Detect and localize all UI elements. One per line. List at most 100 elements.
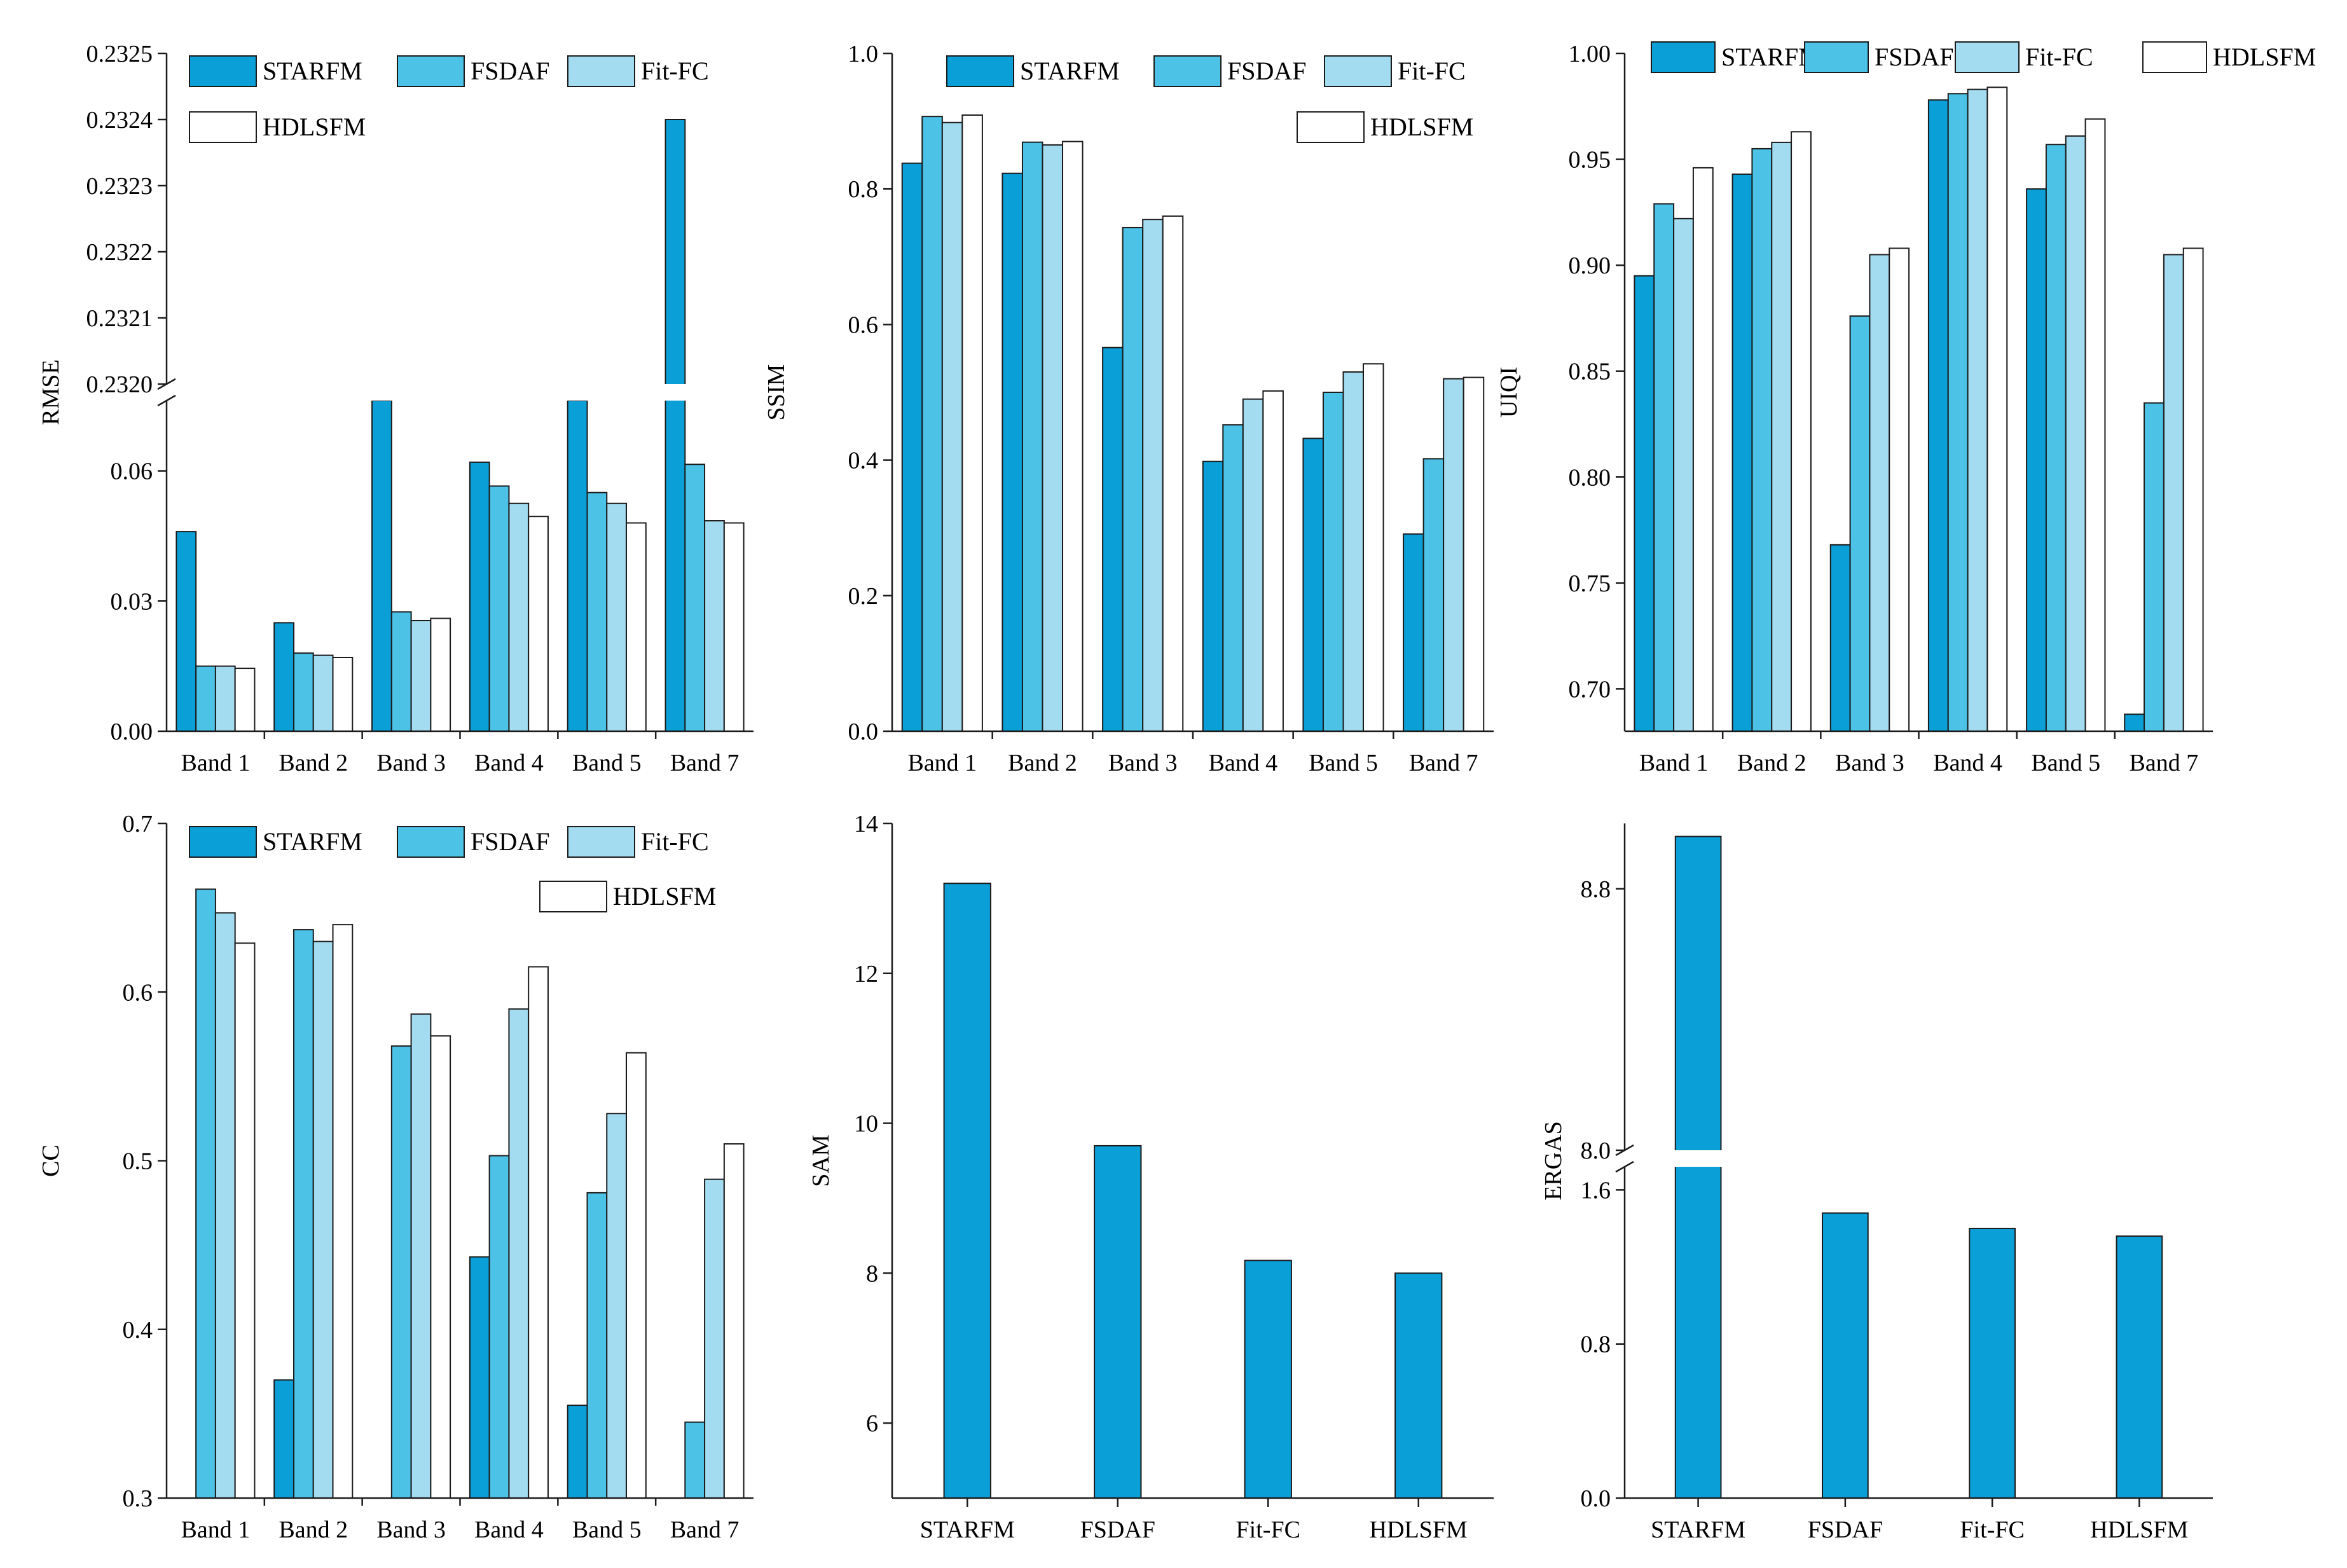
y-tick-label: 0.00 — [111, 719, 153, 745]
legend-swatch — [2142, 41, 2207, 73]
x-tick-label: Band 5 — [572, 750, 642, 776]
x-tick-label: Band 7 — [670, 750, 740, 776]
bar-hdlsfm — [332, 656, 354, 732]
bar-fsdaf — [195, 665, 216, 732]
x-tick-label: Band 4 — [1933, 750, 2002, 776]
bar-fsdaf — [293, 652, 314, 732]
y-tick-label: 0.6 — [848, 312, 879, 338]
legend-swatch — [1651, 41, 1716, 73]
y-tick-label: 6 — [866, 1410, 878, 1437]
bar-starfm — [2124, 713, 2145, 732]
y-tick-label: 0.8 — [848, 176, 879, 203]
bar-fsdaf — [293, 929, 314, 1499]
bar-fit-fc — [312, 654, 334, 732]
y-tick-label: 1.00 — [1569, 41, 1611, 67]
y-tick-label: 0.5 — [123, 1148, 153, 1175]
bar-fsdaf — [1653, 203, 1675, 732]
x-tick-label: Band 5 — [2031, 750, 2100, 776]
legend-label: FSDAF — [1227, 57, 1307, 85]
legend-swatch — [397, 55, 465, 87]
bar-fit-fc — [1771, 141, 1793, 732]
bar-fit-fc — [1244, 1260, 1292, 1499]
y-axis-title: SAM — [808, 1134, 834, 1186]
y-tick-label: 0.06 — [111, 458, 153, 485]
legend-label: HDLSFM — [613, 882, 716, 911]
bar-fsdaf — [684, 1421, 706, 1499]
legend-swatch — [1804, 41, 1869, 73]
bar-fsdaf — [1322, 392, 1344, 732]
legend-label: FSDAF — [1875, 43, 1954, 71]
y-tick-label: 0.0 — [1581, 1485, 1611, 1512]
panel-rmse: Band 1 Band 2 Band 3 Band 4 Band 5 Band 7 0.00… — [38, 41, 766, 776]
x-tick-label: Band 2 — [279, 750, 348, 776]
legend-label: STARFM — [263, 57, 362, 85]
x-tick-label: Band 2 — [279, 1516, 348, 1543]
y-axis-title: ERGAS — [1540, 1121, 1567, 1200]
bar-hdlsfm — [1889, 247, 1910, 732]
legend-swatch — [567, 55, 635, 87]
bar-fit-fc — [606, 502, 628, 732]
bar-fit-fc — [214, 665, 236, 732]
bar-hdlsfm — [1162, 215, 1184, 732]
legend-swatch — [567, 826, 635, 858]
bar-hdlsfm — [2182, 247, 2204, 732]
bar-fsdaf — [684, 464, 706, 732]
bar-starfm — [371, 400, 392, 732]
x-tick-label: Fit-FC — [1236, 1516, 1300, 1543]
x-tick-label: Band 2 — [1008, 750, 1077, 776]
bar-fit-fc — [2065, 135, 2086, 732]
bar-starfm — [1829, 544, 1851, 732]
y-tick-label: 14 — [854, 811, 878, 837]
x-tick-label: Band 7 — [1409, 750, 1478, 776]
x-tick-label: Band 3 — [1108, 750, 1178, 776]
panel-uiqi: Band 1 Band 2 Band 3 Band 4 Band 5 Band 7 0.70… — [1496, 41, 2316, 776]
y-tick-label: 1.0 — [848, 41, 879, 67]
legend-label: FSDAF — [471, 827, 550, 856]
bar-fsdaf — [488, 1155, 510, 1499]
x-tick-label: STARFM — [920, 1516, 1015, 1543]
bar-starfm — [943, 883, 991, 1499]
bar-starfm — [273, 622, 294, 732]
bar-hdlsfm — [1363, 363, 1384, 732]
bar-starfm — [1634, 275, 1655, 732]
bar-starfm — [1001, 172, 1023, 732]
y-tick-label: 0.4 — [123, 1317, 153, 1344]
x-tick-label: Band 4 — [474, 1516, 544, 1543]
bar-starfm — [1403, 533, 1424, 732]
bar-hdlsfm — [430, 1035, 451, 1499]
y-tick-label: 0.2321 — [86, 305, 153, 332]
y-tick-label: 0.4 — [848, 448, 879, 474]
legend-label: HDLSFM — [1370, 113, 1473, 141]
legend-label: Fit-FC — [2025, 43, 2093, 71]
bar-fit-fc — [941, 121, 963, 732]
x-tick-label: Band 4 — [474, 750, 544, 776]
bar-starfm — [664, 119, 686, 732]
axis-break-mark-bottom — [1615, 1160, 1634, 1173]
bar-fsdaf — [1021, 141, 1043, 732]
axis-break-gap — [154, 384, 766, 401]
bar-starfm — [567, 1405, 588, 1499]
bar-hdlsfm — [332, 924, 354, 1499]
y-tick-label: 1.6 — [1581, 1177, 1611, 1204]
x-tick-label: Band 5 — [1309, 750, 1378, 776]
legend-label: HDLSFM — [263, 113, 366, 141]
bar-hdlsfm — [1394, 1272, 1443, 1499]
bar-hdlsfm — [1692, 167, 1714, 732]
y-tick-label: 0.70 — [1569, 676, 1611, 703]
y-axis-title: CC — [38, 1145, 64, 1177]
bar-starfm — [1674, 836, 1722, 1499]
y-tick-label: 0.7 — [123, 811, 153, 837]
bar-fit-fc — [704, 1178, 725, 1499]
y-tick-label: 0.2324 — [86, 107, 153, 134]
y-tick-label: 0.2 — [848, 583, 879, 610]
bar-starfm — [469, 1256, 490, 1499]
bar-fit-fc — [2163, 254, 2184, 732]
bar-hdlsfm — [1463, 376, 1485, 732]
legend-swatch — [189, 55, 257, 87]
y-tick-label: 8 — [866, 1260, 878, 1287]
x-tick-label: Fit-FC — [1960, 1516, 2024, 1543]
